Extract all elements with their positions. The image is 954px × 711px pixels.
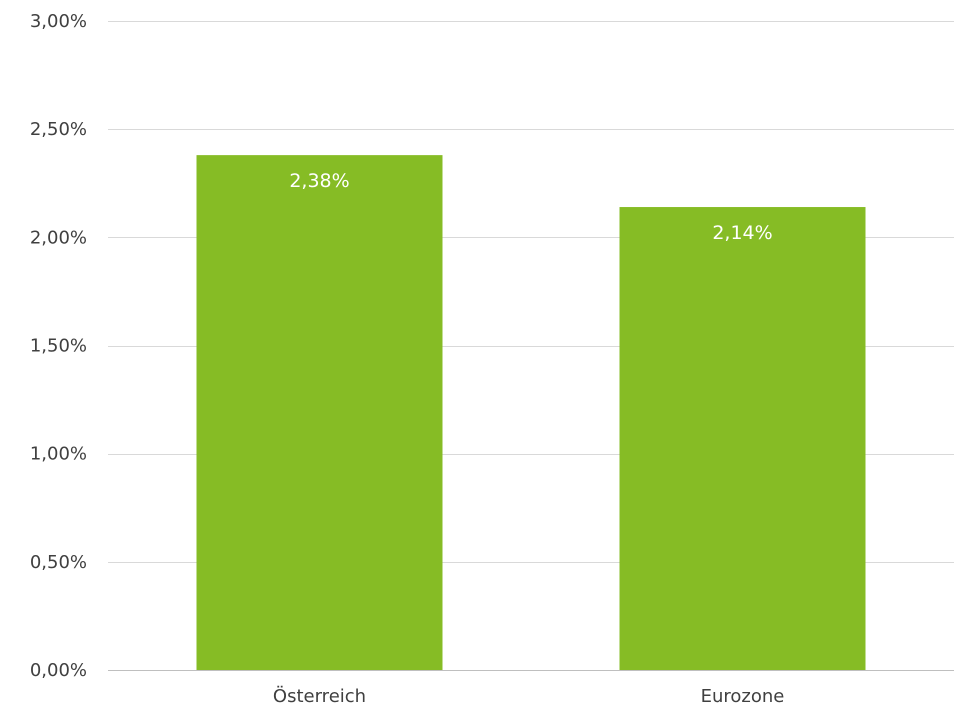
x-category-label: Eurozone <box>701 686 785 707</box>
y-tick-label: 3,00% <box>30 11 87 32</box>
bars <box>196 155 866 671</box>
y-tick-label: 0,00% <box>30 660 87 681</box>
bar-eurozone <box>619 207 866 670</box>
x-category-label: Österreich <box>273 685 366 707</box>
bar-österreich <box>196 155 443 671</box>
data-labels: 2,38% 2,14% <box>289 170 772 244</box>
y-tick-label: 1,50% <box>30 336 87 357</box>
y-tick-label: 0,50% <box>30 552 87 573</box>
y-tick-label: 2,00% <box>30 227 87 248</box>
y-axis-ticks: 0,00% 0,50% 1,00% 1,50% 2,00% 2,50% 3,00% <box>30 11 87 681</box>
data-label: 2,14% <box>712 222 772 244</box>
y-tick-label: 2,50% <box>30 119 87 140</box>
data-label: 2,38% <box>289 170 349 192</box>
x-axis-labels: Österreich Eurozone <box>273 685 784 707</box>
y-tick-label: 1,00% <box>30 444 87 465</box>
